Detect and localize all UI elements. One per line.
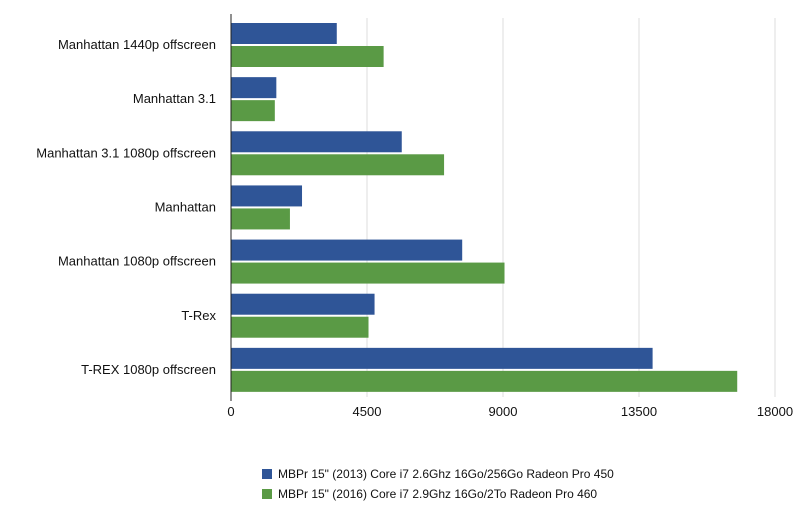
bar-series-2 xyxy=(231,100,275,122)
category-label: T-REX 1080p offscreen xyxy=(81,362,216,377)
category-label: T-Rex xyxy=(181,308,216,323)
x-tick-label: 18000 xyxy=(757,404,793,419)
bar-series-1 xyxy=(231,185,303,207)
category-labels: Manhattan 1440p offscreen Manhattan 3.1 Ma… xyxy=(36,37,216,377)
bar-series-1 xyxy=(231,23,337,44)
category-label: Manhattan xyxy=(155,200,216,215)
legend-swatch xyxy=(262,489,272,499)
category-label: Manhattan 1440p offscreen xyxy=(58,37,216,52)
bar-series-2 xyxy=(231,316,369,338)
legend-label: MBPr 15" (2013) Core i7 2.6Ghz 16Go/256G… xyxy=(278,467,614,481)
bar-series-2 xyxy=(231,370,738,392)
bar-series-2 xyxy=(231,262,505,284)
x-tick-label: 13500 xyxy=(621,404,657,419)
bar-series-1 xyxy=(231,347,653,369)
gridlines xyxy=(366,18,776,397)
x-tick-label: 0 xyxy=(227,404,234,419)
x-tick-label: 9000 xyxy=(489,404,518,419)
bar-series-1 xyxy=(231,131,402,153)
category-label: Manhattan 1080p offscreen xyxy=(58,254,216,269)
category-label: Manhattan 3.1 xyxy=(133,91,216,106)
x-tick-label: 4500 xyxy=(353,404,382,419)
bar-series-1 xyxy=(231,77,277,99)
x-tick-labels: 0 4500 9000 13500 18000 xyxy=(227,404,793,419)
legend-swatch xyxy=(262,469,272,479)
legend: MBPr 15" (2013) Core i7 2.6Ghz 16Go/256G… xyxy=(262,467,614,501)
category-label: Manhattan 3.1 1080p offscreen xyxy=(36,145,216,160)
bar-series-1 xyxy=(231,239,463,261)
bar-series-2 xyxy=(231,154,445,176)
bar-series-2 xyxy=(231,46,384,67)
legend-label: MBPr 15" (2016) Core i7 2.9Ghz 16Go/2To … xyxy=(278,487,597,501)
bars xyxy=(231,23,738,392)
bar-series-2 xyxy=(231,208,290,230)
bar-series-1 xyxy=(231,293,375,315)
